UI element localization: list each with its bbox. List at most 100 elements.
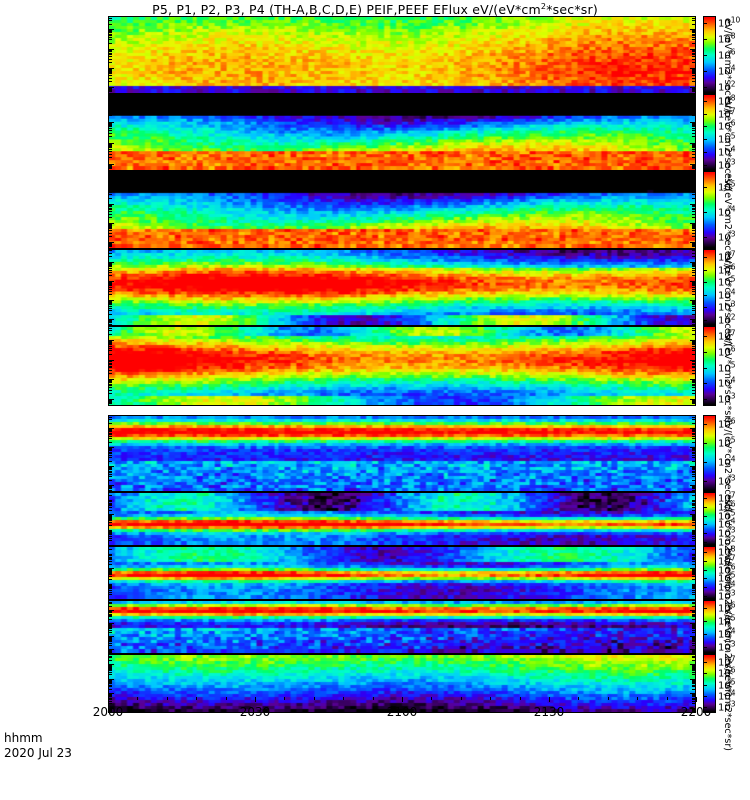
panel-thd-peif[interactable]: 10000100010010thdpeif xyxy=(108,600,696,654)
colorbar-thc-peif[interactable] xyxy=(703,546,716,600)
y-minor-tick xyxy=(109,369,112,371)
colorbar-the-peef[interactable] xyxy=(703,326,716,406)
y-minor-tick xyxy=(692,35,695,37)
panel-thc-peif[interactable]: 1000thcpeif xyxy=(108,546,696,600)
y-minor-tick xyxy=(692,145,695,147)
y-minor-tick xyxy=(109,264,112,266)
y-minor-tick xyxy=(109,197,112,199)
y-minor-tick xyxy=(692,132,695,134)
y-minor-tick xyxy=(692,479,695,481)
colorbar-tick-label: 102 xyxy=(718,312,736,327)
y-minor-tick xyxy=(692,476,695,478)
y-minor-tick xyxy=(692,350,695,352)
colorbar-tick-label: 102 xyxy=(718,533,736,549)
colorbar-tick-label: 105 xyxy=(718,359,736,375)
y-minor-tick xyxy=(692,627,695,629)
y-minor-tick xyxy=(109,489,112,491)
y-minor-tick xyxy=(692,642,695,644)
y-minor-tick xyxy=(692,387,695,389)
colorbar-thb-peef[interactable] xyxy=(703,93,716,171)
y-minor-tick xyxy=(692,603,695,605)
y-minor-tick xyxy=(109,115,112,117)
panel-tha-peif[interactable]: 10000100010010thapeif xyxy=(108,415,696,492)
colorbar-tick xyxy=(703,620,707,622)
y-minor-tick xyxy=(109,353,112,355)
x-minor-tick xyxy=(490,697,492,700)
y-minor-tick xyxy=(692,645,695,647)
panel-the-peef[interactable]: 10000100010010thepeef xyxy=(108,326,696,406)
y-minor-tick xyxy=(109,61,112,63)
y-minor-tick xyxy=(109,387,112,389)
y-minor-tick xyxy=(109,88,112,90)
y-minor-tick xyxy=(109,651,112,653)
y-tick xyxy=(109,241,114,243)
y-minor-tick xyxy=(109,305,112,307)
y-minor-tick xyxy=(692,399,695,401)
y-minor-tick xyxy=(692,381,695,383)
y-minor-tick xyxy=(692,502,695,504)
panel-tha-peef[interactable]: 10000100010010thapeef xyxy=(108,16,696,94)
colorbar-tick-label: 105 xyxy=(718,612,736,628)
colorbar-thc-peef[interactable] xyxy=(703,171,716,249)
y-minor-tick xyxy=(692,104,695,106)
panel-thd-peef[interactable]: 10000100010010thdpeef xyxy=(108,248,696,326)
x-minor-tick xyxy=(607,697,609,700)
colorbar-the-peif[interactable] xyxy=(703,654,716,713)
y-minor-tick xyxy=(109,303,112,305)
y-minor-tick xyxy=(109,236,112,237)
y-minor-tick xyxy=(692,157,695,159)
y-minor-tick xyxy=(692,473,695,475)
y-minor-tick xyxy=(692,197,695,199)
panel-the-peif[interactable]: 10000100010010thepeif xyxy=(108,654,696,713)
y-tick xyxy=(109,339,114,341)
colorbar-thd-peif[interactable] xyxy=(703,600,716,654)
y-minor-tick xyxy=(692,441,695,443)
colorbar-tick-label: 104 xyxy=(718,287,736,302)
y-minor-tick xyxy=(692,467,695,469)
y-minor-tick xyxy=(692,283,695,285)
y-minor-tick xyxy=(109,126,112,128)
colorbar-thb-peif[interactable] xyxy=(703,492,716,546)
panel-thb-peef[interactable]: 100010010thbpeef xyxy=(108,93,696,171)
colorbar-tick-label: 103 xyxy=(718,699,736,715)
spectrogram-stack: 10000100010010thapeef100010010thbpeef100… xyxy=(108,16,696,713)
y-minor-tick xyxy=(692,570,695,572)
y-minor-tick xyxy=(692,594,695,596)
y-tick xyxy=(690,121,695,123)
y-tick xyxy=(109,379,114,381)
y-minor-tick xyxy=(109,39,112,41)
panel-thc-peef[interactable]: 10000100010010thcpeef xyxy=(108,171,696,249)
y-minor-tick xyxy=(109,344,112,346)
y-minor-tick xyxy=(109,473,112,475)
y-minor-tick xyxy=(109,269,112,271)
y-tick xyxy=(109,261,114,263)
y-minor-tick xyxy=(692,503,695,505)
y-minor-tick xyxy=(109,470,112,472)
colorbar-tick-label: 105 xyxy=(718,507,736,523)
colorbar-thd-peef[interactable] xyxy=(703,248,716,326)
x-axis-units: hhmm xyxy=(4,731,43,745)
y-minor-tick xyxy=(109,68,112,70)
y-minor-tick xyxy=(109,252,112,254)
y-minor-tick xyxy=(692,136,695,138)
y-minor-tick xyxy=(692,71,695,73)
y-minor-tick xyxy=(692,232,695,234)
colorbar-tick xyxy=(703,54,707,56)
y-minor-tick xyxy=(692,186,695,188)
x-minor-tick xyxy=(137,697,139,700)
y-minor-tick xyxy=(692,651,695,653)
colorbar-tha-peif[interactable] xyxy=(703,415,716,492)
panel-thb-peif[interactable]: 1000thbpeif xyxy=(108,492,696,546)
y-minor-tick xyxy=(692,37,695,39)
y-minor-tick xyxy=(109,651,112,653)
y-minor-tick xyxy=(109,649,112,651)
y-minor-tick xyxy=(109,709,112,711)
x-minor-tick xyxy=(431,697,433,700)
colorbar-tick-label: 107 xyxy=(718,490,736,505)
y-tick xyxy=(690,635,695,637)
colorbar-unit-label: eV/(eV*cm2*sec*sr) xyxy=(722,602,733,697)
y-minor-tick xyxy=(692,571,695,573)
y-tick xyxy=(690,485,695,487)
y-minor-tick xyxy=(692,256,695,258)
y-minor-tick xyxy=(109,363,112,365)
